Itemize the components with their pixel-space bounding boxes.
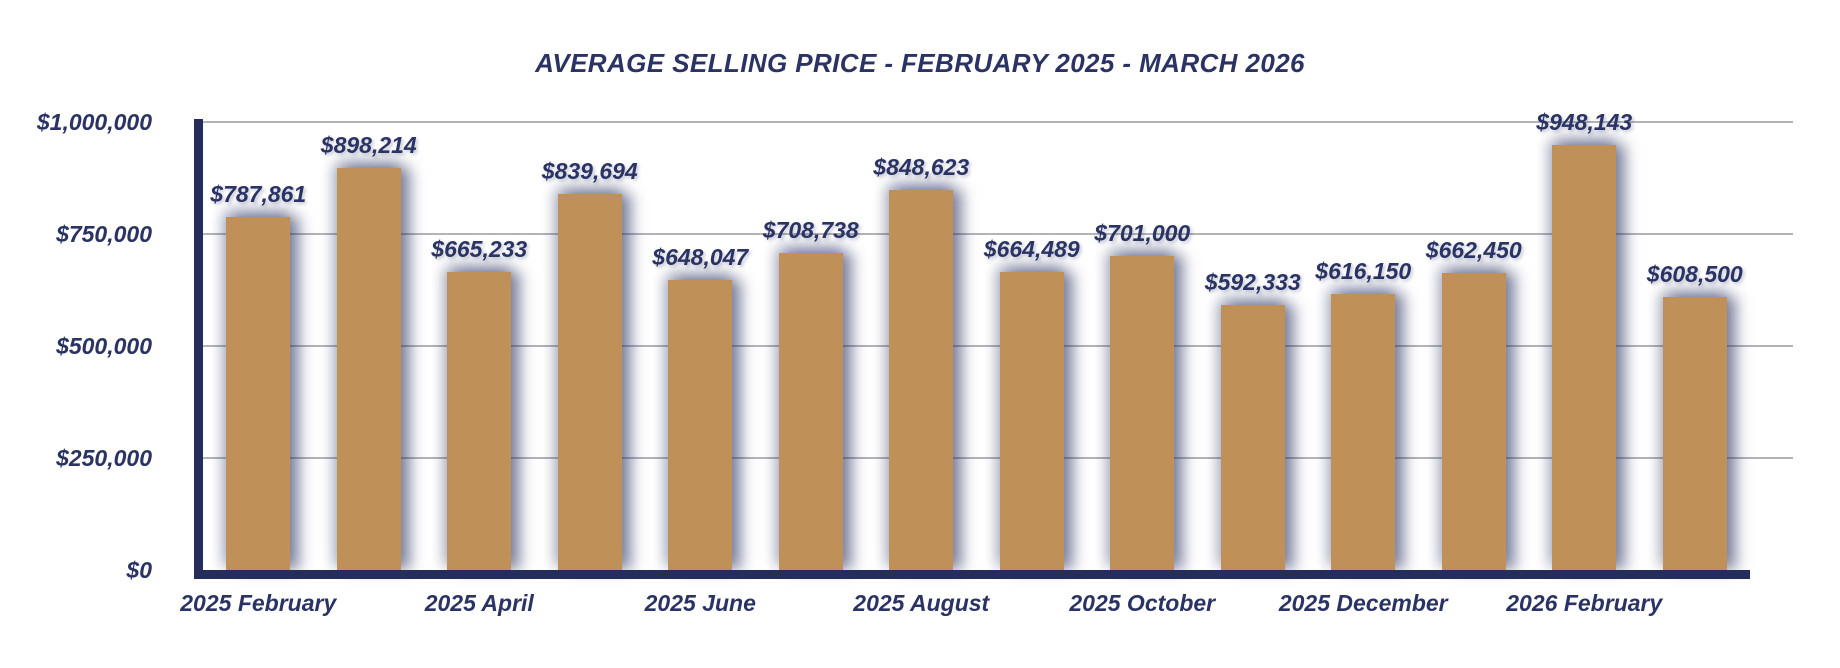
bar-value-label: $648,047 <box>652 243 749 270</box>
bar-slot: $608,500 <box>1640 122 1751 570</box>
x-tick-label: 2025 April <box>424 590 534 616</box>
bar-2025-october <box>1110 255 1175 570</box>
bar-slot: $848,623 <box>866 122 977 570</box>
bar-2025-april <box>447 271 512 570</box>
bar-slot: $701,000 <box>1087 122 1198 570</box>
bar-value-label: $787,861 <box>210 181 307 208</box>
bar-slot: $592,333 <box>1198 122 1309 570</box>
gridline <box>203 233 1793 235</box>
bar-2025-february <box>226 217 291 570</box>
bar-slot: $948,143 <box>1529 109 1640 570</box>
x-axis-tick-labels: 2025 February 2025 April 2025 June 2025 Aug… <box>180 590 1750 622</box>
bar-2025-june <box>668 279 733 570</box>
bar-value-label: $665,233 <box>431 235 528 262</box>
x-tick-label: 2025 December <box>1278 590 1448 616</box>
bar-value-label: $701,000 <box>1094 219 1191 246</box>
bar-2025-march <box>336 167 401 570</box>
x-tick-label: 2025 February <box>180 590 337 616</box>
bar-2026-february <box>1552 145 1617 570</box>
bar-2025-september <box>999 272 1064 570</box>
gridline <box>203 121 1793 123</box>
plot-area: $787,861 $898,214 $665,233 $839,694 $648,047… <box>194 109 1793 579</box>
bar-value-label: $839,694 <box>541 157 638 184</box>
gridline <box>203 345 1793 347</box>
y-tick-label: $500,000 <box>56 333 152 359</box>
bar-value-label: $592,333 <box>1204 268 1301 295</box>
y-axis-tick-labels: $1,000,000 $750,000 $500,000 $250,000 $0 <box>0 109 152 583</box>
gridline <box>203 457 1793 459</box>
y-axis-line <box>194 119 203 579</box>
y-tick-label: $250,000 <box>56 445 152 471</box>
x-tick-label: 2025 October <box>1069 590 1216 616</box>
bar-2025-may <box>557 193 622 570</box>
bar-2025-december <box>1331 293 1396 570</box>
bar-slot: $648,047 <box>645 122 756 570</box>
bar-slot: $665,233 <box>424 122 535 570</box>
bar-slot: $708,738 <box>756 122 867 570</box>
bar-slot: $616,150 <box>1308 122 1419 570</box>
bar-2025-july <box>778 252 843 570</box>
bar-value-label: $616,150 <box>1315 257 1412 284</box>
bars-container: $787,861 $898,214 $665,233 $839,694 $648,047… <box>203 109 1751 570</box>
x-tick-label: 2025 August <box>853 590 990 616</box>
bar-value-label: $848,623 <box>873 153 970 180</box>
x-tick-label: 2025 June <box>644 590 756 616</box>
bar-2025-august <box>889 189 954 570</box>
bar-2026-january <box>1441 273 1506 570</box>
bar-value-label: $948,143 <box>1536 109 1633 136</box>
bar-value-label: $708,738 <box>762 216 859 243</box>
bar-value-label: $898,214 <box>320 131 417 158</box>
y-tick-label: $1,000,000 <box>36 109 152 135</box>
bar-slot: $664,489 <box>977 122 1088 570</box>
bar-slot: $787,861 <box>203 122 314 570</box>
x-tick-label: 2026 February <box>1506 590 1663 616</box>
bar-value-label: $662,450 <box>1425 237 1522 264</box>
chart-title: AVERAGE SELLING PRICE - FEBRUARY 2025 - … <box>535 48 1305 78</box>
bar-slot: $839,694 <box>535 122 646 570</box>
bar-slot: $662,450 <box>1419 122 1530 570</box>
x-axis-line <box>194 570 1750 579</box>
y-tick-label: $750,000 <box>56 221 152 247</box>
bar-2026-march <box>1662 297 1727 570</box>
bar-slot: $898,214 <box>314 122 425 570</box>
bar-value-label: $608,500 <box>1646 261 1743 288</box>
bar-value-label: $664,489 <box>983 236 1080 263</box>
y-tick-label: $0 <box>126 557 152 583</box>
bar-2025-november <box>1220 304 1285 570</box>
